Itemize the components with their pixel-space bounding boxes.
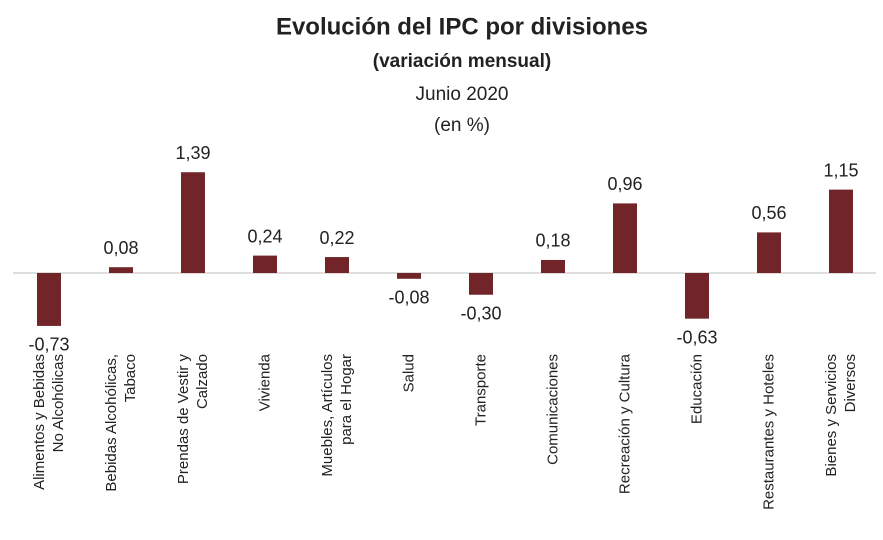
chart-title: Evolución del IPC por divisiones — [276, 13, 648, 40]
bar — [397, 273, 421, 279]
x-tick-label: Salud — [400, 354, 418, 393]
bar — [109, 267, 133, 273]
chart-subtitle: (variación mensual) — [373, 51, 551, 72]
bar — [181, 172, 205, 273]
value-label: 0,08 — [103, 238, 138, 258]
value-label: -0,63 — [676, 327, 717, 347]
bar — [541, 259, 565, 273]
unit-note: (en %) — [434, 115, 490, 136]
x-tick-label: Comunicaciones — [544, 354, 562, 465]
x-tick-label: Muebles, Artículos para el Hogar — [319, 354, 355, 477]
value-label: 0,24 — [247, 226, 282, 246]
x-tick-label: Transporte — [472, 354, 490, 426]
period: Junio 2020 — [416, 84, 509, 105]
x-tick-label: Restaurantes y Hoteles — [760, 354, 778, 510]
value-label: 0,18 — [535, 231, 570, 251]
bar — [613, 203, 637, 273]
bar — [829, 189, 853, 273]
x-tick-label: Vivienda — [256, 354, 274, 412]
bar — [37, 273, 61, 326]
x-tick-label: Bienes y Servicios Diversos — [823, 354, 859, 477]
x-tick-label: Educación — [688, 354, 706, 425]
x-tick-label: Recreación y Cultura — [616, 354, 634, 495]
value-label: 1,15 — [823, 160, 858, 180]
bar — [253, 255, 277, 273]
bar — [757, 232, 781, 273]
x-tick-label: Alimentos y Bebidas No Alcohólicas — [31, 354, 67, 490]
bar — [685, 273, 709, 319]
bar — [469, 273, 493, 295]
value-label: 0,96 — [607, 174, 642, 194]
value-label: 1,39 — [175, 143, 210, 163]
value-label: -0,73 — [28, 335, 69, 355]
value-label: 0,22 — [319, 228, 354, 248]
value-label: 0,56 — [751, 203, 786, 223]
value-label: -0,30 — [460, 304, 501, 324]
x-tick-label: Bebidas Alcohólicas, Tabaco — [103, 354, 139, 492]
value-label: -0,08 — [388, 288, 429, 308]
x-tick-label: Prendas de Vestir y Calzado — [175, 354, 211, 485]
bar — [325, 257, 349, 273]
